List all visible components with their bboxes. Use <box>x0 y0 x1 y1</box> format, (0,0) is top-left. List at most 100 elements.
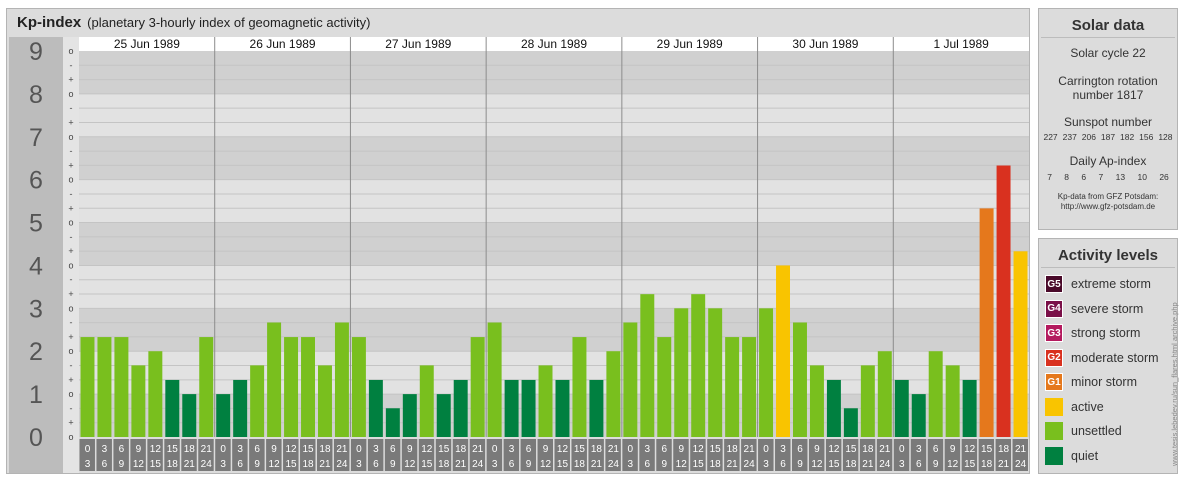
kp-bar-chart: 25 Jun 1989 26 Jun 1989 27 Jun 1989 28 Jun … <box>9 37 1029 473</box>
ap-value: 10 <box>1137 172 1147 182</box>
kp-band <box>79 222 1029 266</box>
hour-start-label: 15 <box>167 444 179 455</box>
hour-end-label: 18 <box>167 459 179 470</box>
kp-bar <box>538 365 553 437</box>
hour-end-label: 12 <box>676 459 688 470</box>
hour-label-cell <box>588 439 604 471</box>
y-tick-label: 5 <box>29 210 43 238</box>
hour-label-cell <box>384 439 401 471</box>
y-subtick-label: - <box>70 275 73 285</box>
kp-bar <box>233 379 248 437</box>
kp-bar <box>114 337 129 437</box>
sunspot-number: 187 <box>1100 132 1116 142</box>
kp-bar <box>606 351 621 437</box>
kp-bar <box>284 337 299 437</box>
hour-end-label: 21 <box>455 459 467 470</box>
hour-start-label: 3 <box>780 444 786 455</box>
legend-swatch <box>1045 397 1063 416</box>
y-subtick-label: o <box>68 175 73 185</box>
kp-bar <box>250 365 265 437</box>
hour-end-label: 12 <box>404 459 416 470</box>
credit-line-2[interactable]: http://www.gfz-potsdam.de <box>1060 202 1156 211</box>
carrington-line-2: number 1817 <box>1072 88 1144 102</box>
hour-label-cell <box>418 439 435 471</box>
hour-label-cell <box>673 439 689 471</box>
hour-label-cell <box>435 439 452 471</box>
hour-end-label: 24 <box>744 459 756 470</box>
kp-bar <box>1013 251 1028 437</box>
hour-end-label: 21 <box>727 459 739 470</box>
kp-bar <box>148 351 163 437</box>
hour-label-cell <box>927 439 944 471</box>
hour-label-cell <box>758 439 774 471</box>
y-subtick-label: + <box>68 332 73 342</box>
date-label: 27 Jun 1989 <box>385 37 451 51</box>
kp-band <box>79 136 1029 180</box>
kp-bar <box>199 337 214 437</box>
kp-bar <box>979 208 994 437</box>
chart-subtitle: (planetary 3-hourly index of geomagnetic… <box>87 15 371 30</box>
hour-start-label: 21 <box>608 444 620 455</box>
ap-value: 13 <box>1115 172 1126 182</box>
kp-bar <box>640 294 655 437</box>
kp-bar <box>351 337 366 437</box>
kp-bar <box>826 379 841 437</box>
hour-start-label: 12 <box>150 444 162 455</box>
y-tick-label: 3 <box>29 295 43 323</box>
hour-label-cell <box>724 439 740 471</box>
legend-item-extreme-storm: G5 extreme storm <box>1039 272 1177 297</box>
kp-bar <box>97 337 112 437</box>
hour-label-cell <box>486 439 503 471</box>
hour-start-label: 12 <box>693 444 705 455</box>
hour-label-cell <box>317 439 333 471</box>
hour-start-label: 21 <box>336 444 348 455</box>
hour-start-label: 15 <box>302 444 314 455</box>
kp-bar <box>385 408 400 437</box>
hour-label-cell <box>537 439 553 471</box>
hour-end-label: 9 <box>661 459 667 470</box>
hour-start-label: 18 <box>319 444 331 455</box>
hour-label-cell <box>859 439 876 471</box>
hour-end-label: 6 <box>102 459 108 470</box>
kp-bar <box>216 394 231 437</box>
hour-label-cell <box>367 439 384 471</box>
hour-end-label: 24 <box>608 459 620 470</box>
hour-end-label: 12 <box>811 459 823 470</box>
hour-label-cell <box>893 439 910 471</box>
hour-start-label: 21 <box>879 444 891 455</box>
hour-end-label: 21 <box>319 459 331 470</box>
kp-bar <box>674 308 689 437</box>
credit-line-1: Kp-data from GFZ Potsdam: <box>1057 192 1159 201</box>
chart-title: Kp-index (planetary 3-hourly index of geo… <box>17 14 370 31</box>
hour-label-cell <box>910 439 927 471</box>
kp-bar <box>402 394 417 437</box>
kp-bar <box>962 379 977 437</box>
y-tick-label: 4 <box>29 252 43 280</box>
hour-start-label: 6 <box>933 444 939 455</box>
hour-label-cell <box>181 439 197 471</box>
y-subtick-label: - <box>70 232 73 242</box>
hour-end-label: 21 <box>184 459 196 470</box>
y-subtick-column <box>63 37 79 473</box>
sunspot-number: 237 <box>1062 132 1077 142</box>
hour-label-cell <box>283 439 299 471</box>
kp-bar <box>793 322 807 437</box>
hour-end-label: 3 <box>85 459 91 470</box>
y-subtick-label: o <box>68 389 73 399</box>
hour-label-cell <box>300 439 316 471</box>
hour-start-label: 6 <box>526 444 532 455</box>
kp-bar <box>742 337 757 437</box>
sunspot-number: 227 <box>1043 132 1058 142</box>
y-subtick-label: o <box>68 303 73 313</box>
activity-legend: G5 extreme storm G4 severe storm G3 strong … <box>1039 272 1177 468</box>
kp-bar <box>165 379 180 437</box>
hour-label-cell <box>350 439 367 471</box>
kp-bar <box>708 308 723 437</box>
hour-end-label: 21 <box>862 459 874 470</box>
hour-label-cell <box>656 439 672 471</box>
hour-end-label: 24 <box>1015 459 1027 470</box>
kp-bar <box>555 379 570 437</box>
hour-end-label: 18 <box>710 459 722 470</box>
y-subtick-label: + <box>68 418 73 428</box>
hour-label-cell <box>639 439 655 471</box>
